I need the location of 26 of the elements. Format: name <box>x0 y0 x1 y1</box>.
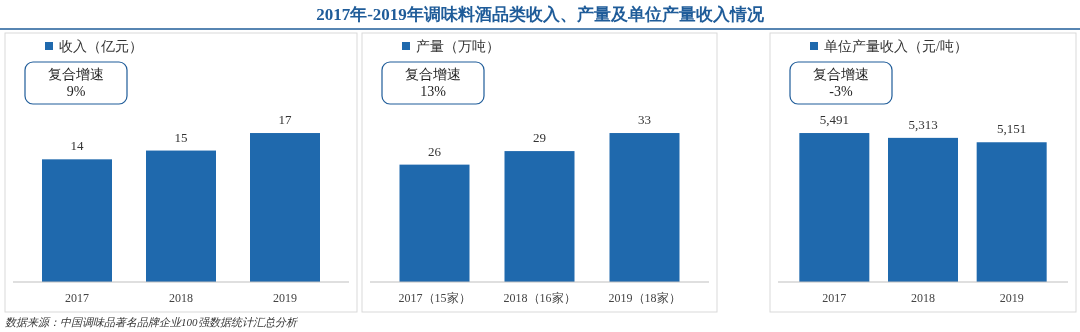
text: 复合增速 13% <box>405 67 461 99</box>
source-note: 数据来源：中国调味品著名品牌企业100强数据统计汇总分析 <box>5 316 299 328</box>
data-label: 5,491 <box>819 112 849 128</box>
x-tick-label: 2017（15家） <box>398 291 471 305</box>
legend-label: 产量（万吨） <box>416 39 500 54</box>
data-label: 5,313 <box>908 116 938 132</box>
data-label: 17 <box>278 112 292 128</box>
data-label: 33 <box>638 112 651 128</box>
x-tick-label: 2018 <box>911 291 935 305</box>
data-label: 14 <box>70 138 84 154</box>
text: 2017年-2019年调味料酒品类收入、产量及单位产量收入情况 <box>316 5 765 24</box>
x-tick-label: 2018 <box>169 291 193 305</box>
data-label: 15 <box>174 129 188 145</box>
x-tick-label: 2019 <box>273 291 297 305</box>
text: 复合增速 9% <box>48 67 104 99</box>
data-label: 5,151 <box>997 121 1027 137</box>
text: 复合增速 -3% <box>813 67 869 99</box>
x-tick-label: 2019（18家） <box>608 291 681 305</box>
x-tick-label: 2018（16家） <box>503 291 576 305</box>
legend-label: 单位产量收入（元/吨） <box>824 39 968 54</box>
x-tick-label: 2019 <box>999 291 1024 305</box>
x-tick-label: 2017 <box>822 291 847 305</box>
data-label: 29 <box>533 130 546 146</box>
x-tick-label: 2017 <box>65 291 89 305</box>
data-label: 26 <box>428 143 442 159</box>
legend-label: 收入（亿元） <box>59 39 143 54</box>
